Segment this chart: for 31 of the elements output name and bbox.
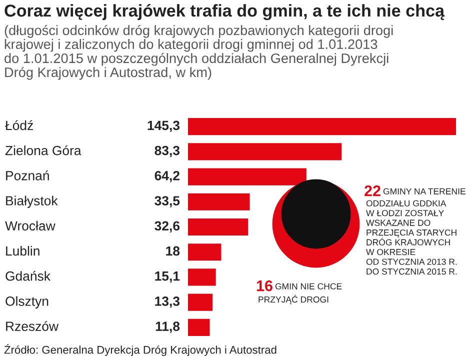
chart-title: Coraz więcej krajówek trafia do gmin, a te ich nie chcą	[4, 4, 445, 20]
y-tick-label: Olsztyn	[6, 296, 48, 308]
data-label: 18	[166, 246, 180, 256]
data-label: 15,1	[155, 272, 180, 283]
data-label: 64,2	[154, 170, 180, 182]
y-tick-label: Lublin	[6, 246, 40, 256]
text: 22 GMINY NA TERENIE ODDZIAŁU GDDKIA W ŁODZI ZOSTAŁY WSKAZANE DO PRZEJĘCIA STARYCH DRÓG KRAJOWYCH W OKRESIE OD STYCZNIA 2013 R. DO STYCZNIA 2015 R.	[364, 185, 466, 275]
bar	[188, 318, 210, 336]
bar	[188, 268, 216, 286]
bar	[188, 294, 213, 311]
data-label: 13,3	[155, 296, 180, 308]
data-label: 145,3	[148, 120, 180, 132]
y-tick-label: Zielona Góra	[5, 145, 82, 156]
y-tick-label: Łódź	[5, 120, 33, 130]
bar	[188, 218, 248, 236]
bar	[188, 118, 456, 136]
bar	[188, 143, 342, 160]
bar	[188, 193, 250, 210]
chart-subtitle: (długości odcinków dróg krajowych pozbawionych kategorii drogi krajowej i zaliczonych do kategorii drogi gminnej od 1.01.2013 do 1.01.2015 w poszczególnych oddziałach Generalnej Dyrekcji Dróg Krajowych i Autostrad, w km)	[4, 25, 393, 80]
data-label: 32,6	[154, 221, 180, 232]
y-tick-label: Białystok	[6, 196, 58, 208]
text: Źródło: Generalna Dyrekcja Dróg Krajowych i Autostrad	[4, 344, 276, 356]
y-tick-label: Gdańsk	[6, 270, 50, 281]
y-tick-label: Rzeszów	[6, 321, 59, 331]
bar	[188, 244, 222, 261]
data-label: 83,3	[154, 146, 180, 158]
data-label: 33,5	[154, 196, 180, 208]
data-label: 11,8	[156, 322, 180, 333]
y-tick-label: Wrocław	[5, 220, 56, 231]
annotation: 16 GMIN NIE CHCE PRZYJĄĆ DROGI	[256, 280, 342, 304]
y-tick-label: Poznań	[6, 170, 49, 180]
